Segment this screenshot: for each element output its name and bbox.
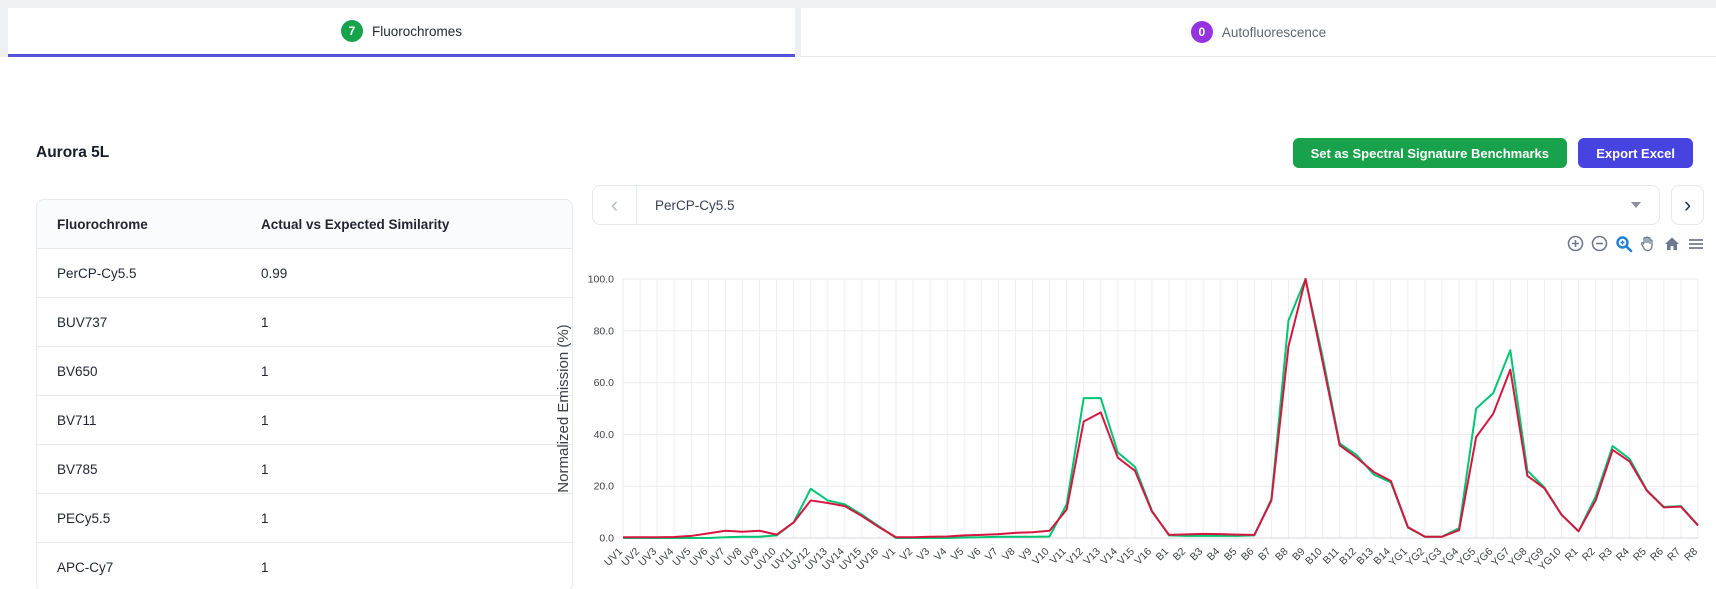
tab-fluorochromes[interactable]: 7 Fluorochromes xyxy=(8,8,795,57)
x-tick-label: R2 xyxy=(1580,546,1598,564)
table-row[interactable]: APC-Cy7 1 xyxy=(37,542,572,589)
table-row[interactable]: BV711 1 xyxy=(37,395,572,444)
tab-autofluorescence-label: Autofluorescence xyxy=(1221,24,1327,40)
table-row[interactable]: BUV737 1 xyxy=(37,297,572,346)
x-tick-label: B1 xyxy=(1154,546,1172,564)
column-header-similarity: Actual vs Expected Similarity xyxy=(261,216,450,232)
y-tick-label: 100.0 xyxy=(588,274,614,286)
table-row[interactable]: PerCP-Cy5.5 0.99 xyxy=(37,248,572,297)
set-benchmarks-button[interactable]: Set as Spectral Signature Benchmarks xyxy=(1292,138,1567,168)
fluorochrome-name: PerCP-Cy5.5 xyxy=(57,265,137,281)
fluorochrome-name: APC-Cy7 xyxy=(57,559,114,575)
x-tick-label: B5 xyxy=(1222,546,1240,564)
y-tick-label: 40.0 xyxy=(594,429,615,441)
home-icon[interactable] xyxy=(1661,233,1682,254)
chart-toolbar xyxy=(1565,233,1706,254)
x-tick-label: R5 xyxy=(1631,546,1649,564)
fluorochromes-count-badge: 7 xyxy=(340,20,363,42)
similarity-value: 1 xyxy=(261,363,269,379)
x-tick-label: R1 xyxy=(1563,546,1581,564)
chevron-left-icon: ‹ xyxy=(610,192,619,217)
series-line xyxy=(623,278,1699,539)
table-body: PerCP-Cy5.5 0.99 BUV737 1 BV650 1 BV711 1 BV785 1… xyxy=(37,248,572,589)
fluorochrome-table: Fluorochrome Actual vs Expected Similari… xyxy=(36,199,573,589)
export-excel-button[interactable]: Export Excel xyxy=(1578,138,1693,168)
y-tick-label: 0.0 xyxy=(599,533,614,545)
table-row[interactable]: PECy5.5 1 xyxy=(37,493,572,542)
similarity-value: 1 xyxy=(261,559,269,575)
x-tick-label: B3 xyxy=(1188,546,1206,564)
similarity-value: 1 xyxy=(261,510,269,526)
table-row[interactable]: BV650 1 xyxy=(37,346,572,395)
autofluorescence-count-badge: 0 xyxy=(1190,21,1213,43)
y-tick-label: 60.0 xyxy=(594,377,615,389)
fluorochrome-name: BV785 xyxy=(57,461,98,477)
similarity-value: 1 xyxy=(261,461,269,477)
x-tick-label: V7 xyxy=(983,546,1001,564)
fluorochrome-select[interactable]: PerCP-Cy5.5 xyxy=(655,197,735,213)
similarity-value: 0.99 xyxy=(261,265,288,281)
y-tick-label: 20.0 xyxy=(594,481,615,493)
next-fluorochrome-button[interactable]: › xyxy=(1671,185,1704,225)
x-tick-label: R3 xyxy=(1597,546,1615,564)
box-zoom-icon[interactable] xyxy=(1613,233,1634,254)
y-tick-label: 80.0 xyxy=(594,325,615,337)
column-header-fluorochrome: Fluorochrome xyxy=(57,216,148,232)
table-header-row: Fluorochrome Actual vs Expected Similari… xyxy=(37,200,572,248)
fluorochrome-selector: ‹ PerCP-Cy5.5 xyxy=(592,185,1660,225)
x-tick-label: B7 xyxy=(1256,546,1274,564)
fluorochrome-name: PECy5.5 xyxy=(57,510,111,526)
x-tick-label: B2 xyxy=(1171,546,1189,564)
x-tick-label: B4 xyxy=(1205,546,1223,564)
similarity-value: 1 xyxy=(261,412,269,428)
similarity-value: 1 xyxy=(261,314,269,330)
zoom-in-icon[interactable] xyxy=(1565,233,1586,254)
series-line xyxy=(623,278,1699,539)
tab-bar: 7 Fluorochromes 0 Autofluorescence xyxy=(8,8,1716,57)
menu-icon[interactable] xyxy=(1685,233,1706,254)
tab-fluorochromes-label: Fluorochromes xyxy=(371,23,463,39)
table-row[interactable]: BV785 1 xyxy=(37,444,572,493)
main-panel: Aurora 5L Set as Spectral Signature Benc… xyxy=(0,57,1716,589)
x-tick-label: V5 xyxy=(949,546,967,564)
emission-spectrum-chart[interactable]: 0.020.040.060.080.0100.0UV1UV2UV3UV4UV5U… xyxy=(548,227,1716,584)
tab-autofluorescence[interactable]: 0 Autofluorescence xyxy=(801,8,1716,57)
fluorochrome-name: BV711 xyxy=(57,412,97,428)
x-tick-label: V3 xyxy=(915,546,933,564)
previous-fluorochrome-button[interactable]: ‹ xyxy=(593,186,637,224)
zoom-out-icon[interactable] xyxy=(1589,233,1610,254)
x-tick-label: V2 xyxy=(898,546,916,564)
fluorochrome-name: BV650 xyxy=(57,363,98,379)
page-title: Aurora 5L xyxy=(36,144,110,161)
chevron-right-icon: › xyxy=(1683,192,1692,217)
x-tick-label: V8 xyxy=(1000,546,1018,564)
x-tick-label: B6 xyxy=(1239,546,1257,564)
x-tick-label: R8 xyxy=(1682,546,1700,564)
x-tick-label: V6 xyxy=(966,546,984,564)
fluorochrome-name: BUV737 xyxy=(57,314,108,330)
x-tick-label: V16 xyxy=(1132,546,1154,568)
x-tick-label: V1 xyxy=(881,546,899,564)
y-axis-title: Normalized Emission (%) xyxy=(555,324,572,492)
x-tick-label: R6 xyxy=(1648,546,1666,564)
pan-icon[interactable] xyxy=(1637,233,1658,254)
x-tick-label: V4 xyxy=(932,546,950,564)
x-tick-label: R4 xyxy=(1614,546,1632,564)
x-tick-label: R7 xyxy=(1665,546,1683,564)
x-tick-label: B8 xyxy=(1273,546,1291,564)
chevron-down-icon[interactable] xyxy=(1631,202,1641,208)
